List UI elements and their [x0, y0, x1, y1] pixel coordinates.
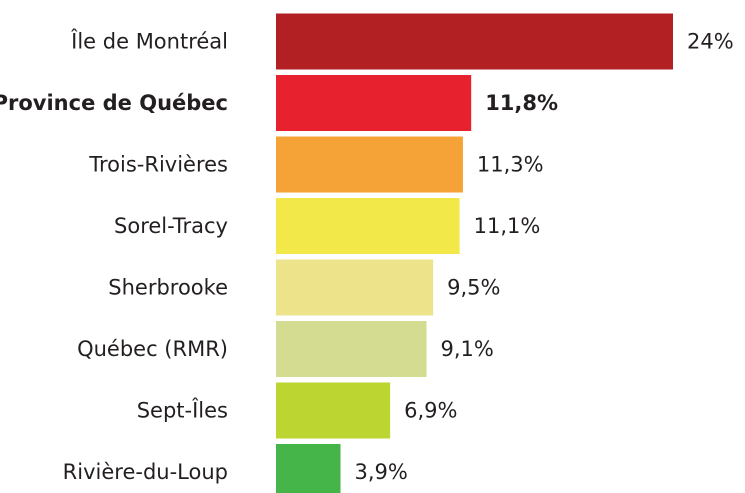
bar: [276, 198, 460, 254]
category-label: Province de Québec: [0, 91, 228, 115]
value-label: 3,9%: [355, 460, 408, 484]
category-label: Sept-Îles: [137, 398, 228, 423]
category-label: Trois-Rivières: [88, 153, 228, 177]
bar: [276, 75, 472, 131]
bar: [276, 382, 391, 439]
value-label: 9,1%: [441, 337, 494, 361]
bar: [276, 259, 434, 316]
bar: [276, 444, 341, 493]
value-label: 11,8%: [485, 91, 558, 115]
category-label: Île de Montréal: [70, 29, 228, 54]
value-label: 6,9%: [404, 399, 457, 423]
bar: [276, 136, 463, 193]
value-label: 9,5%: [447, 276, 500, 300]
category-label: Sorel-Tracy: [114, 214, 228, 238]
category-label: Sherbrooke: [108, 276, 228, 300]
value-label: 11,1%: [474, 214, 541, 238]
category-label: Rivière-du-Loup: [63, 460, 228, 484]
value-label: 24%: [687, 30, 734, 54]
value-label: 11,3%: [477, 153, 544, 177]
bar: [276, 321, 427, 377]
bar: [276, 13, 673, 70]
category-label: Québec (RMR): [77, 337, 228, 361]
